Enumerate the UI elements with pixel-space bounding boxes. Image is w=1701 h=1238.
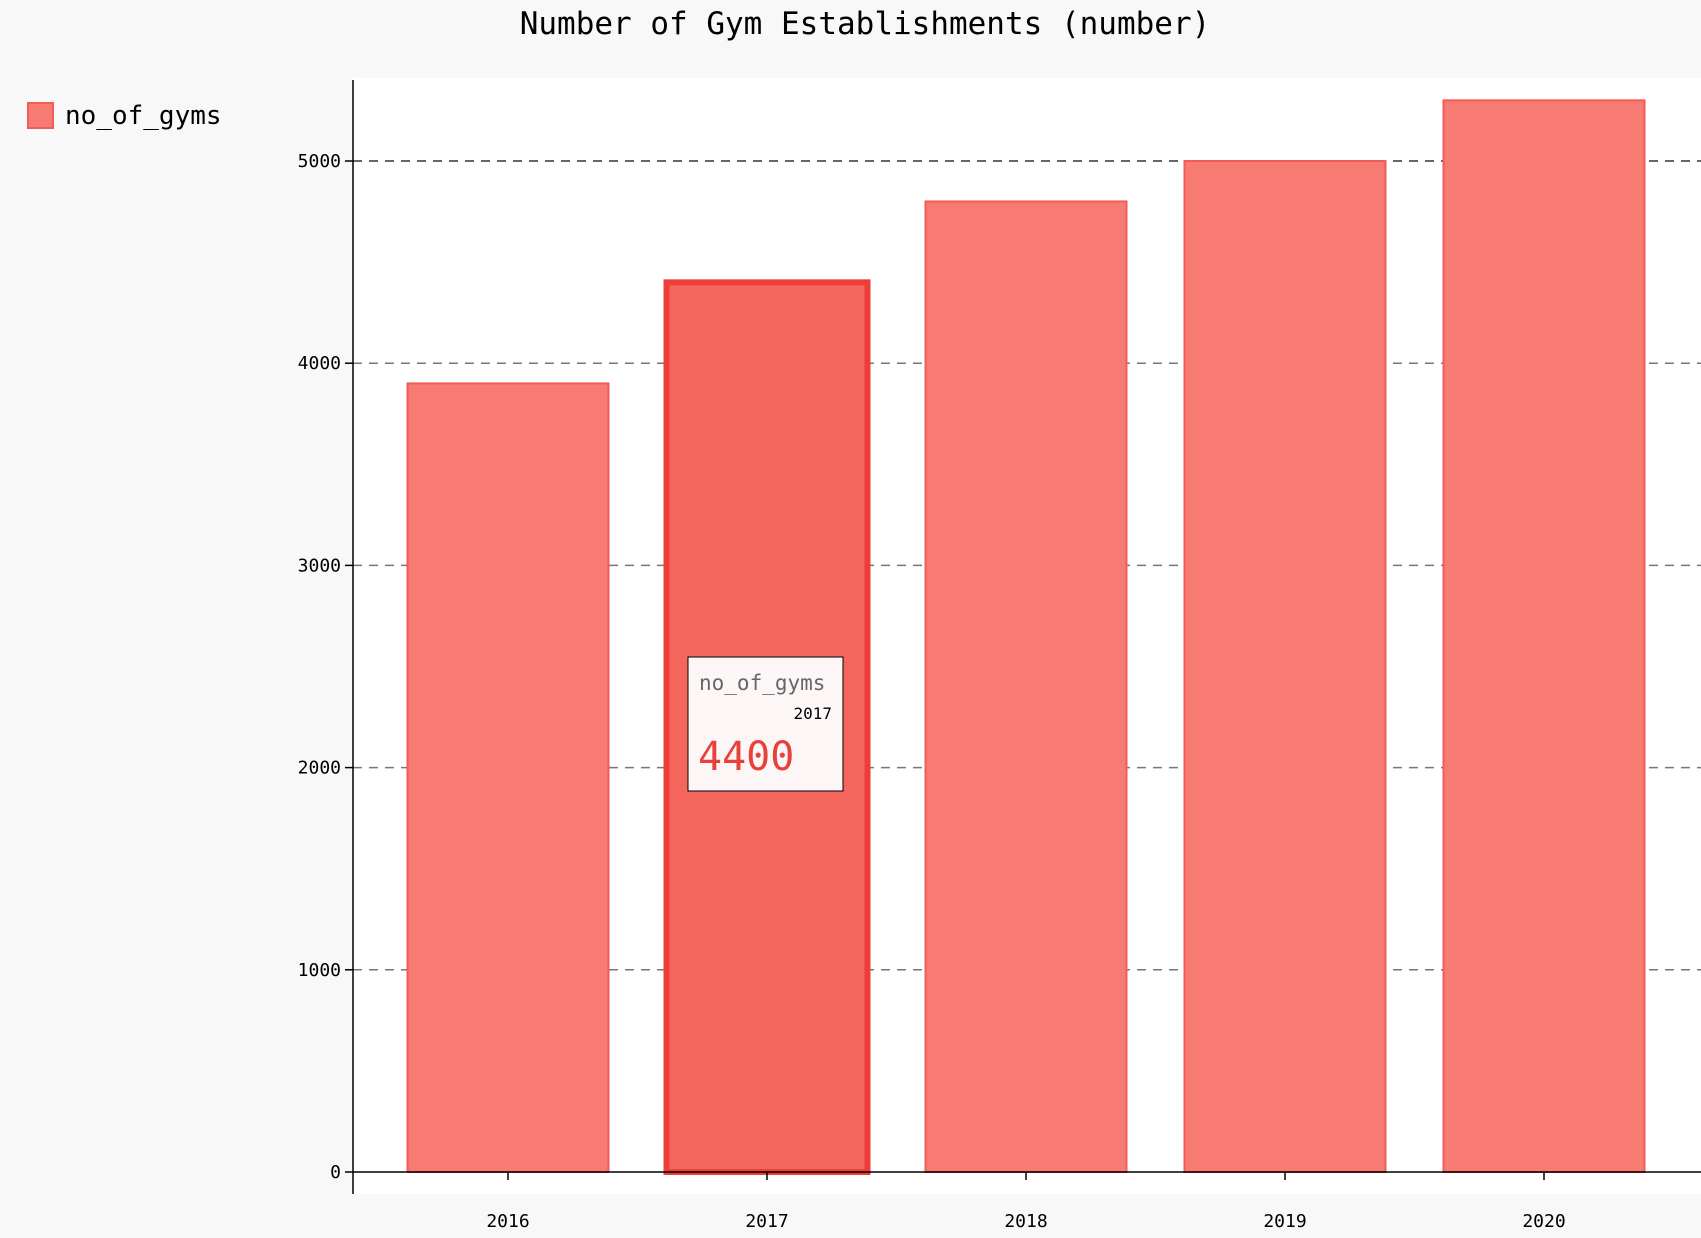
bar-2016[interactable] bbox=[406, 382, 610, 1174]
tooltip-box bbox=[687, 656, 844, 792]
tooltip-value: 4400 bbox=[698, 734, 794, 780]
tooltip-category: 2017 bbox=[793, 704, 832, 723]
x-tick-label-2016: 2016 bbox=[486, 1211, 529, 1232]
y-tick-label: 3000 bbox=[298, 555, 341, 576]
x-axis-ticks: 2016 2017 2018 2019 2020 bbox=[486, 1172, 1566, 1232]
y-tick-label: 2000 bbox=[298, 758, 341, 779]
y-tick-label: 0 bbox=[330, 1162, 341, 1183]
bar-2018[interactable] bbox=[924, 200, 1128, 1173]
y-tick-label: 4000 bbox=[298, 353, 341, 374]
legend-swatch[interactable] bbox=[27, 102, 54, 129]
x-tick-label-2019: 2019 bbox=[1263, 1211, 1306, 1232]
bar-2019[interactable] bbox=[1183, 160, 1387, 1173]
bar-2020[interactable] bbox=[1442, 99, 1646, 1174]
legend[interactable]: no_of_gyms bbox=[27, 101, 222, 131]
tooltip: no_of_gyms 2017 4400 bbox=[687, 656, 844, 792]
bars[interactable] bbox=[406, 99, 1646, 1175]
x-tick-label-2020: 2020 bbox=[1522, 1211, 1565, 1232]
tooltip-series: no_of_gyms bbox=[699, 671, 825, 695]
y-tick-label: 5000 bbox=[298, 151, 341, 172]
x-tick-label-2017: 2017 bbox=[745, 1211, 788, 1232]
y-axis-ticks: 0 1000 2000 3000 4000 5000 bbox=[298, 151, 353, 1183]
legend-label[interactable]: no_of_gyms bbox=[65, 101, 222, 131]
chart-title: Number of Gym Establishments (number) bbox=[520, 6, 1211, 42]
x-tick-label-2018: 2018 bbox=[1004, 1211, 1047, 1232]
y-tick-label: 1000 bbox=[298, 960, 341, 981]
